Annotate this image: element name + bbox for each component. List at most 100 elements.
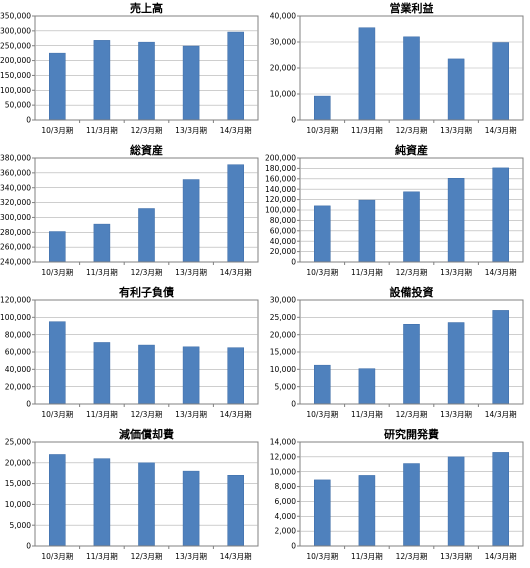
y-tick-label: 100,000	[0, 313, 31, 322]
y-tick-label: 20,000	[270, 330, 296, 339]
y-tick-label: 250,000	[0, 41, 31, 50]
chart-panel-0: 売上高 0 50,000 100,000 150,000 200,000 250,000 3…	[0, 0, 265, 142]
bar	[403, 324, 420, 405]
x-tick-label: 13/3月期	[440, 126, 472, 135]
x-tick-label: 12/3月期	[396, 552, 428, 561]
y-tick-label: 40,000	[270, 237, 296, 246]
y-tick-label: 260,000	[0, 243, 31, 252]
y-tick-label: 240,000	[0, 258, 31, 267]
bar	[314, 364, 331, 405]
bar	[49, 454, 66, 547]
x-tick-label: 12/3月期	[131, 126, 163, 135]
chart-1: 営業利益 0 10,000 20,000 30,000 40,000 10/3月期 11/3…	[270, 1, 524, 135]
x-tick-label: 10/3月期	[306, 126, 338, 135]
chart-4: 有利子負債 0 20,000 40,000 60,000 80,000 100,000 12…	[0, 285, 259, 419]
bar	[227, 475, 244, 547]
x-tick-label: 11/3月期	[351, 552, 383, 561]
y-tick-label: 200,000	[265, 154, 296, 163]
bar	[93, 342, 111, 405]
y-tick-label: 30,000	[270, 38, 296, 47]
y-tick-label: 80,000	[5, 330, 31, 339]
x-tick-label: 14/3月期	[485, 126, 517, 135]
x-tick-label: 14/3月期	[220, 410, 252, 419]
y-tick-label: 10,000	[270, 467, 296, 476]
bar	[358, 199, 376, 263]
y-tick-label: 30,000	[270, 296, 296, 305]
x-tick-label: 10/3月期	[306, 410, 338, 419]
bar	[403, 191, 420, 263]
y-tick-label: 0	[26, 116, 31, 125]
chart-panel-1: 営業利益 0 10,000 20,000 30,000 40,000 10/3月期 11/3…	[265, 0, 530, 142]
chart-panel-5: 設備投資 0 5,000 10,000 15,000 20,000 25,000 30,00…	[265, 284, 530, 426]
x-tick-label: 11/3月期	[86, 410, 118, 419]
y-tick-label: 10,000	[5, 500, 31, 509]
chart-title: 減価償却費	[119, 427, 174, 441]
y-tick-label: 80,000	[270, 216, 296, 225]
x-tick-label: 12/3月期	[131, 410, 163, 419]
x-tick-label: 13/3月期	[440, 552, 472, 561]
bar	[93, 40, 111, 121]
x-tick-label: 13/3月期	[175, 552, 207, 561]
y-tick-label: 12,000	[270, 452, 296, 461]
x-tick-label: 11/3月期	[351, 410, 383, 419]
y-tick-label: 20,000	[270, 64, 296, 73]
y-tick-label: 10,000	[270, 365, 296, 374]
bar	[49, 52, 66, 121]
bar	[138, 208, 155, 263]
y-tick-label: 40,000	[5, 365, 31, 374]
y-tick-label: 15,000	[5, 479, 31, 488]
y-tick-label: 0	[291, 542, 296, 551]
y-tick-label: 25,000	[5, 438, 31, 447]
chart-2: 総資産 240,000 260,000 280,000 300,000 320,000 3…	[0, 143, 259, 277]
bar	[314, 479, 331, 547]
chart-panel-4: 有利子負債 0 20,000 40,000 60,000 80,000 100,000 12…	[0, 284, 265, 426]
y-tick-label: 0	[291, 116, 296, 125]
x-tick-label: 11/3月期	[351, 126, 383, 135]
chart-title: 売上高	[130, 1, 163, 15]
x-tick-label: 14/3月期	[220, 268, 252, 277]
bar	[358, 368, 376, 405]
x-tick-label: 14/3月期	[220, 552, 252, 561]
bar	[492, 42, 509, 121]
chart-title: 研究開発費	[384, 427, 439, 441]
bar	[227, 347, 244, 405]
y-tick-label: 60,000	[5, 348, 31, 357]
chart-panel-7: 研究開発費 0 2,000 4,000 6,000 8,000 10,000 12,000 1…	[265, 426, 530, 568]
chart-panel-6: 減価償却費 0 5,000 10,000 15,000 20,000 25,000 10/3…	[0, 426, 265, 568]
y-tick-label: 120,000	[0, 296, 31, 305]
x-tick-label: 13/3月期	[175, 268, 207, 277]
bar	[138, 462, 155, 547]
x-tick-label: 10/3月期	[41, 126, 73, 135]
x-tick-label: 12/3月期	[396, 410, 428, 419]
y-tick-label: 25,000	[270, 313, 296, 322]
x-tick-label: 14/3月期	[485, 552, 517, 561]
y-tick-label: 20,000	[270, 247, 296, 256]
bar	[492, 452, 509, 547]
y-tick-label: 15,000	[270, 348, 296, 357]
y-tick-label: 2,000	[275, 527, 297, 536]
bar	[138, 344, 155, 405]
bar	[227, 31, 244, 121]
bar	[49, 231, 66, 263]
bar	[403, 36, 420, 121]
y-tick-label: 200,000	[0, 56, 31, 65]
bar	[447, 322, 465, 405]
y-tick-label: 5,000	[10, 521, 32, 530]
y-tick-label: 100,000	[0, 86, 31, 95]
y-tick-label: 4,000	[275, 512, 297, 521]
y-tick-label: 350,000	[0, 12, 31, 21]
bar	[314, 95, 331, 121]
y-tick-label: 300,000	[0, 26, 31, 35]
bar	[447, 456, 465, 547]
x-tick-label: 13/3月期	[440, 268, 472, 277]
x-tick-label: 10/3月期	[306, 268, 338, 277]
x-tick-label: 10/3月期	[306, 552, 338, 561]
chart-7: 研究開発費 0 2,000 4,000 6,000 8,000 10,000 12,000 1…	[270, 427, 524, 561]
y-tick-label: 8,000	[275, 482, 297, 491]
y-tick-label: 0	[26, 542, 31, 551]
y-tick-label: 100,000	[265, 206, 296, 215]
y-tick-label: 0	[291, 258, 296, 267]
bar	[182, 470, 200, 547]
y-tick-label: 40,000	[270, 12, 296, 21]
